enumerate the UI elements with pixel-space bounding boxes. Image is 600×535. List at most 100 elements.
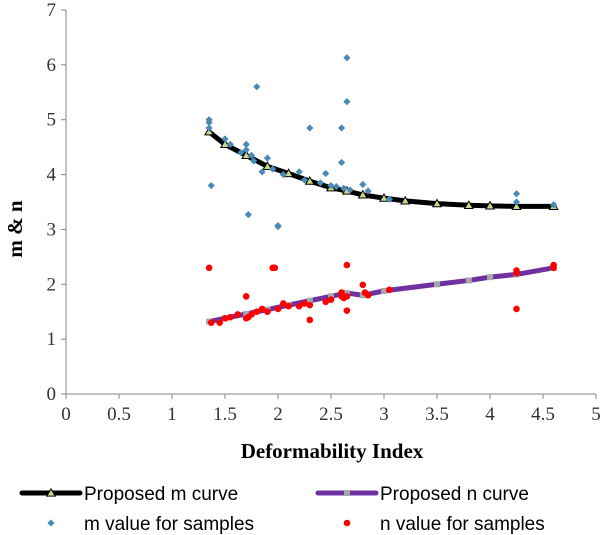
data-point [295, 302, 303, 310]
data-point [271, 264, 279, 272]
data-point [343, 307, 351, 314]
data-point [306, 316, 314, 324]
data-point [327, 181, 335, 190]
data-point [207, 181, 215, 190]
legend-item: Proposed n curve [315, 484, 529, 505]
data-point [550, 261, 557, 269]
axes: 0 0.5 1 1.5 2 2.5 3 3.5 4 4.5 5 0 1 2 3 4 5 6 7 [47, 0, 600, 425]
series-1 [204, 126, 559, 211]
y-tick-label: 3 [47, 219, 57, 240]
data-point [226, 140, 234, 148]
x-tick-label: 0 [61, 404, 71, 425]
data-point [306, 297, 313, 304]
x-tick-label: 2 [273, 404, 283, 425]
data-point [322, 298, 330, 306]
legend-label: Proposed n curve [380, 484, 529, 505]
data-point [258, 305, 266, 313]
data-point [343, 98, 351, 106]
legend-label: m value for samples [84, 514, 254, 535]
data-point [340, 184, 348, 192]
data-point [241, 150, 252, 160]
data-point [274, 221, 282, 230]
data-point [306, 124, 314, 132]
data-point [269, 165, 277, 173]
data-point [263, 154, 271, 162]
data-point [301, 300, 308, 307]
data-point [216, 319, 223, 326]
data-point [332, 183, 340, 191]
data-point [258, 168, 266, 176]
plot-marks [204, 54, 559, 326]
data-point [338, 124, 346, 132]
legend-item: n value for samples [343, 514, 545, 535]
data-point [205, 116, 213, 124]
data-point [386, 286, 393, 294]
data-point [219, 139, 231, 149]
x-tick-label: 3.5 [425, 404, 449, 425]
legend: Proposed m curve Proposed n curve m value … [19, 484, 545, 535]
data-point [205, 124, 213, 132]
x-tick-label: 1.5 [213, 404, 237, 425]
data-point [243, 310, 250, 317]
data-point [513, 305, 520, 313]
data-point [300, 176, 309, 184]
data-point [205, 264, 213, 272]
x-axis-title: Deformability Index [241, 439, 424, 463]
data-point [434, 281, 440, 288]
data-point [487, 274, 493, 281]
data-point [364, 291, 372, 299]
data-point [550, 201, 558, 209]
data-point [316, 179, 324, 187]
x-tick-label: 4 [485, 404, 495, 425]
y-tick-label: 0 [47, 384, 57, 405]
data-point [280, 300, 287, 307]
data-point [279, 170, 287, 179]
data-point [343, 293, 351, 300]
y-tick-label: 7 [47, 0, 57, 21]
data-point [385, 195, 393, 203]
data-point [221, 135, 229, 143]
legend-item: m value for samples [47, 514, 254, 535]
data-point [242, 293, 250, 300]
data-point [484, 200, 496, 210]
data-point [338, 158, 346, 167]
data-point [343, 54, 351, 62]
data-point [253, 83, 261, 91]
legend-label: Proposed m curve [84, 484, 238, 505]
data-point [322, 169, 330, 178]
data-point [248, 311, 255, 318]
data-point [512, 190, 521, 198]
data-point [264, 308, 271, 316]
series-3 [205, 54, 558, 231]
data-point [253, 308, 261, 316]
data-point [242, 146, 250, 154]
data-point [234, 311, 242, 318]
data-point [511, 201, 522, 211]
series-line [206, 265, 557, 325]
data-point [465, 277, 472, 284]
x-tick-label: 1 [167, 404, 177, 425]
series-2 [206, 264, 557, 325]
data-point [244, 211, 252, 219]
data-point [207, 319, 215, 326]
data-point [304, 175, 315, 185]
y-tick-label: 4 [47, 165, 57, 186]
data-point [250, 157, 258, 165]
y-tick-label: 2 [47, 274, 57, 295]
legend-marker-swatch [45, 487, 57, 497]
data-point [327, 296, 335, 303]
data-point [463, 200, 474, 209]
data-point [274, 305, 282, 313]
data-point [242, 140, 250, 148]
series-line [206, 129, 557, 209]
data-point [338, 289, 345, 296]
x-tick-label: 2.5 [319, 404, 343, 425]
data-point [357, 189, 368, 199]
data-point [247, 151, 256, 159]
legend-marker-swatch [343, 519, 351, 527]
data-point [359, 292, 366, 299]
data-point [306, 301, 314, 309]
data-point [381, 287, 387, 294]
data-point [346, 186, 354, 194]
data-point [513, 270, 520, 277]
